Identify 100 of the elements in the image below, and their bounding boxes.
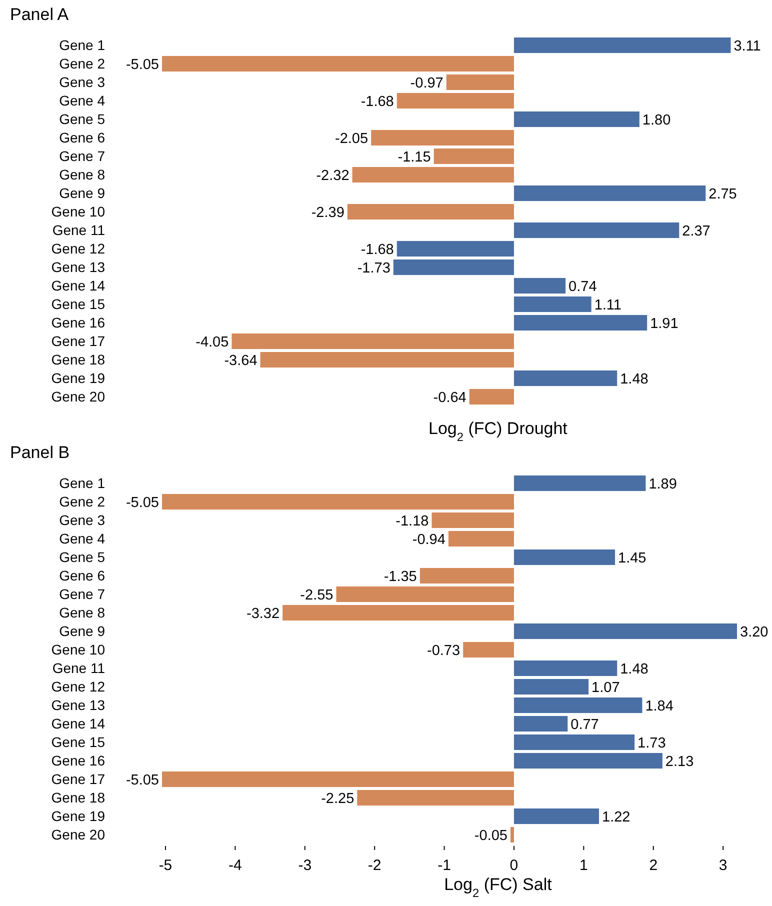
y-tick-label: Gene 16: [51, 752, 106, 769]
y-tick-label: Gene 12: [51, 240, 106, 257]
data-label: -2.05: [335, 130, 368, 147]
bar: [282, 604, 514, 621]
y-tick-label: Gene 13: [51, 697, 106, 714]
y-tick-label: Gene 14: [51, 716, 106, 732]
data-label: -2.32: [316, 168, 350, 184]
data-label: -2.55: [300, 587, 334, 604]
data-label: -0.97: [410, 75, 444, 92]
bar: [514, 734, 635, 750]
x-tick-label: 0: [510, 857, 518, 874]
data-label: -1.18: [396, 513, 429, 530]
bar: [514, 808, 599, 824]
data-label: -0.05: [474, 828, 508, 844]
y-tick-label: Gene 17: [51, 333, 106, 350]
bar: [510, 826, 514, 843]
x-axis-title: Log$_{2}$ (FC) Drought: [428, 419, 568, 444]
data-label: 1.73: [638, 735, 666, 752]
bar: [514, 697, 642, 714]
bar: [347, 204, 514, 220]
bar: [420, 568, 514, 584]
y-tick-label: Gene 17: [51, 771, 106, 788]
y-tick-label: Gene 11: [52, 660, 106, 676]
data-label: -2.25: [321, 790, 354, 807]
x-tick-label: -5: [158, 857, 172, 874]
data-label: -0.64: [433, 390, 466, 406]
bar: [448, 530, 514, 547]
bar: [514, 278, 566, 294]
data-label: 1.91: [650, 316, 678, 332]
data-label: -5.05: [126, 494, 159, 511]
data-label: 1.48: [620, 661, 648, 678]
data-label: -1.15: [398, 149, 431, 166]
y-tick-label: Gene 5: [59, 549, 106, 566]
y-tick-label: Gene 12: [51, 678, 106, 695]
data-label: -3.32: [246, 606, 280, 622]
y-tick-label: Gene 3: [59, 74, 106, 90]
data-label: 1.80: [642, 112, 671, 128]
bar: [514, 752, 662, 769]
bar: [336, 586, 514, 602]
bar: [514, 222, 680, 238]
x-axis-title: Log$_{2}$ (FC) Salt: [444, 875, 552, 900]
bar: [469, 388, 514, 405]
bar: [357, 790, 514, 806]
x-tick-label: 1: [579, 857, 588, 874]
y-tick-label: Gene 18: [51, 352, 106, 368]
y-tick-label: Gene 7: [59, 586, 106, 602]
chart-title: Panel B: [10, 443, 70, 462]
y-tick-label: Gene 5: [59, 111, 106, 128]
data-label: 1.07: [592, 680, 620, 696]
x-tick-label: 2: [649, 857, 658, 874]
y-tick-label: Gene 1: [59, 475, 106, 492]
bar: [396, 240, 514, 257]
data-label: -5.05: [126, 772, 159, 788]
data-label: -1.68: [360, 242, 394, 258]
bar: [514, 678, 589, 695]
y-tick-label: Gene 9: [59, 623, 106, 640]
data-label: 3.20: [740, 624, 768, 640]
x-tick-label: 3: [718, 857, 728, 874]
y-tick-label: Gene 15: [51, 734, 106, 750]
data-label: -0.94: [412, 532, 446, 548]
data-label: 3.11: [734, 38, 761, 54]
data-label: -1.35: [384, 568, 417, 585]
y-tick-label: Gene 10: [51, 642, 106, 658]
bar: [393, 259, 514, 276]
y-tick-label: Gene 11: [52, 222, 106, 238]
bar: [514, 660, 618, 676]
bar: [514, 111, 640, 128]
data-label: 1.45: [618, 550, 646, 566]
bar: [232, 333, 514, 350]
y-tick-label: Gene 2: [59, 56, 106, 72]
y-tick-label: Gene 9: [59, 185, 106, 202]
data-label: -0.73: [427, 642, 460, 659]
data-label: 1.11: [594, 297, 622, 314]
data-label: -1.73: [357, 260, 390, 276]
bar: [162, 494, 514, 510]
bar: [432, 512, 514, 528]
y-tick-label: Gene 4: [59, 530, 106, 547]
y-tick-label: Gene 6: [59, 568, 106, 584]
y-tick-label: Gene 14: [51, 278, 106, 294]
bar: [514, 296, 592, 312]
bar: [162, 56, 514, 72]
y-tick-label: Gene 2: [59, 494, 106, 510]
bar: [514, 185, 706, 202]
y-tick-label: Gene 8: [59, 166, 106, 183]
data-label: 1.89: [648, 476, 677, 492]
y-tick-label: Gene 3: [59, 512, 106, 528]
bar: [514, 716, 568, 732]
y-tick-label: Gene 8: [59, 604, 106, 621]
bar: [514, 549, 616, 566]
chart-title: Panel A: [10, 5, 70, 24]
y-tick-label: Gene 20: [51, 826, 106, 843]
bar: [396, 92, 514, 109]
bar: [434, 148, 514, 164]
bar: [514, 370, 618, 386]
data-label: 2.37: [682, 223, 710, 240]
y-tick-label: Gene 15: [51, 296, 106, 312]
bar: [446, 74, 514, 90]
y-tick-label: Gene 19: [51, 808, 106, 824]
data-label: 0.77: [570, 716, 599, 733]
y-tick-label: Gene 18: [51, 790, 106, 806]
